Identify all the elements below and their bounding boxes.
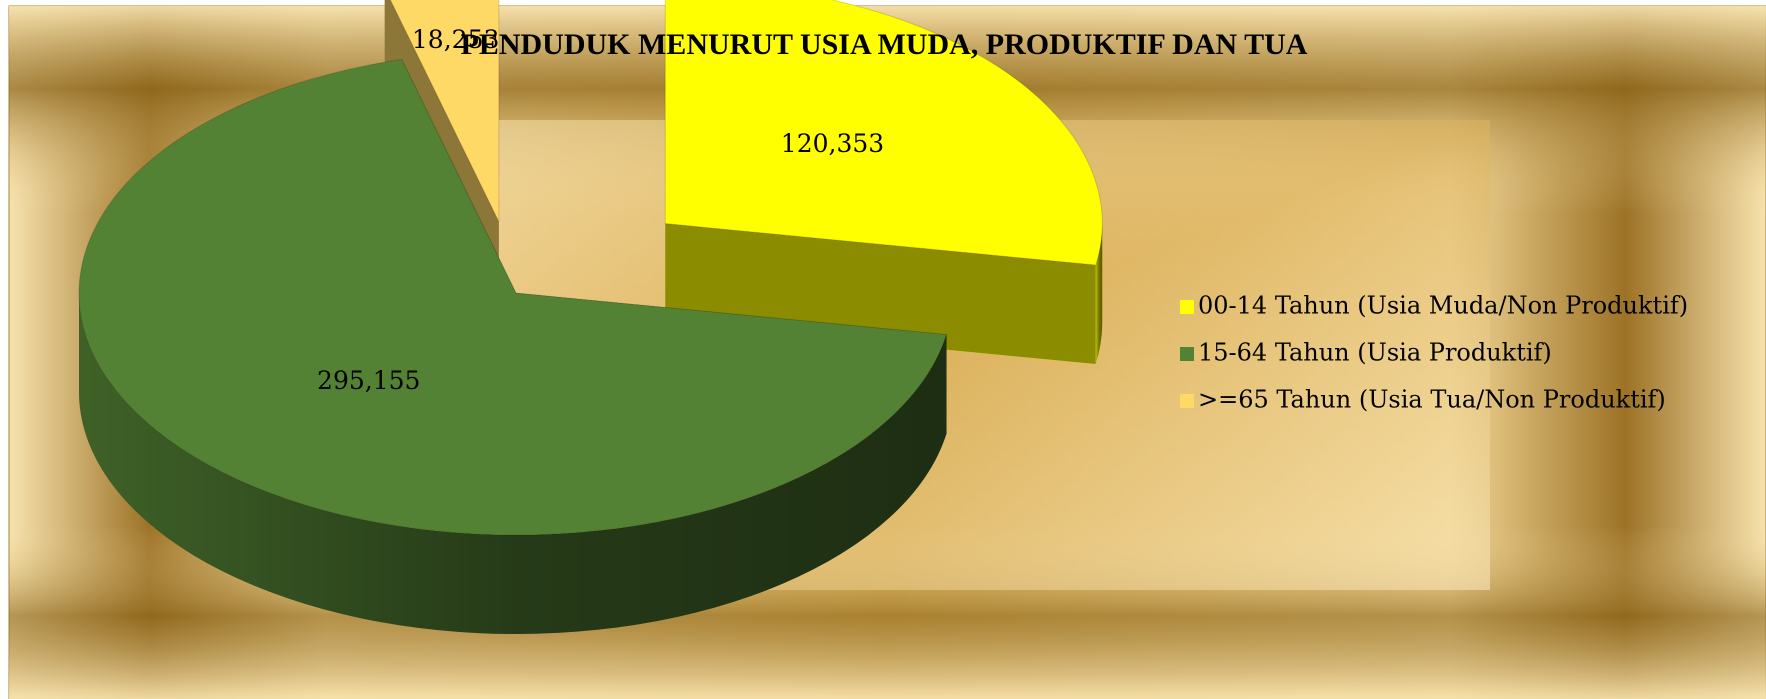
slice xyxy=(664,0,1103,365)
legend-label: >=65 Tahun (Usia Tua/Non Produktif) xyxy=(1198,386,1666,414)
slice xyxy=(78,58,948,634)
legend-swatch xyxy=(1180,394,1194,408)
legend-swatch xyxy=(1180,300,1194,314)
slice-top xyxy=(389,0,500,222)
slice-side-shade xyxy=(79,293,947,634)
legend-label: 15-64 Tahun (Usia Produktif) xyxy=(1198,339,1552,367)
data-label: 120,353 xyxy=(781,129,884,158)
slice-side-shade xyxy=(1095,223,1103,365)
slice-top xyxy=(664,0,1103,266)
legend-label: 00-14 Tahun (Usia Muda/Non Produktif) xyxy=(1198,292,1688,320)
legend-swatch xyxy=(1180,347,1194,361)
data-label: 18,253 xyxy=(412,25,499,54)
chart-title: PENDUDUK MENURUT USIA MUDA, PRODUKTIF DA… xyxy=(461,28,1308,61)
pie: 120,353 295,155 18,253 xyxy=(78,0,1103,634)
data-label: 295,155 xyxy=(317,366,420,395)
legend: 00-14 Tahun (Usia Muda/Non Produktif) 15-… xyxy=(1180,292,1688,414)
slice-top xyxy=(78,58,948,536)
